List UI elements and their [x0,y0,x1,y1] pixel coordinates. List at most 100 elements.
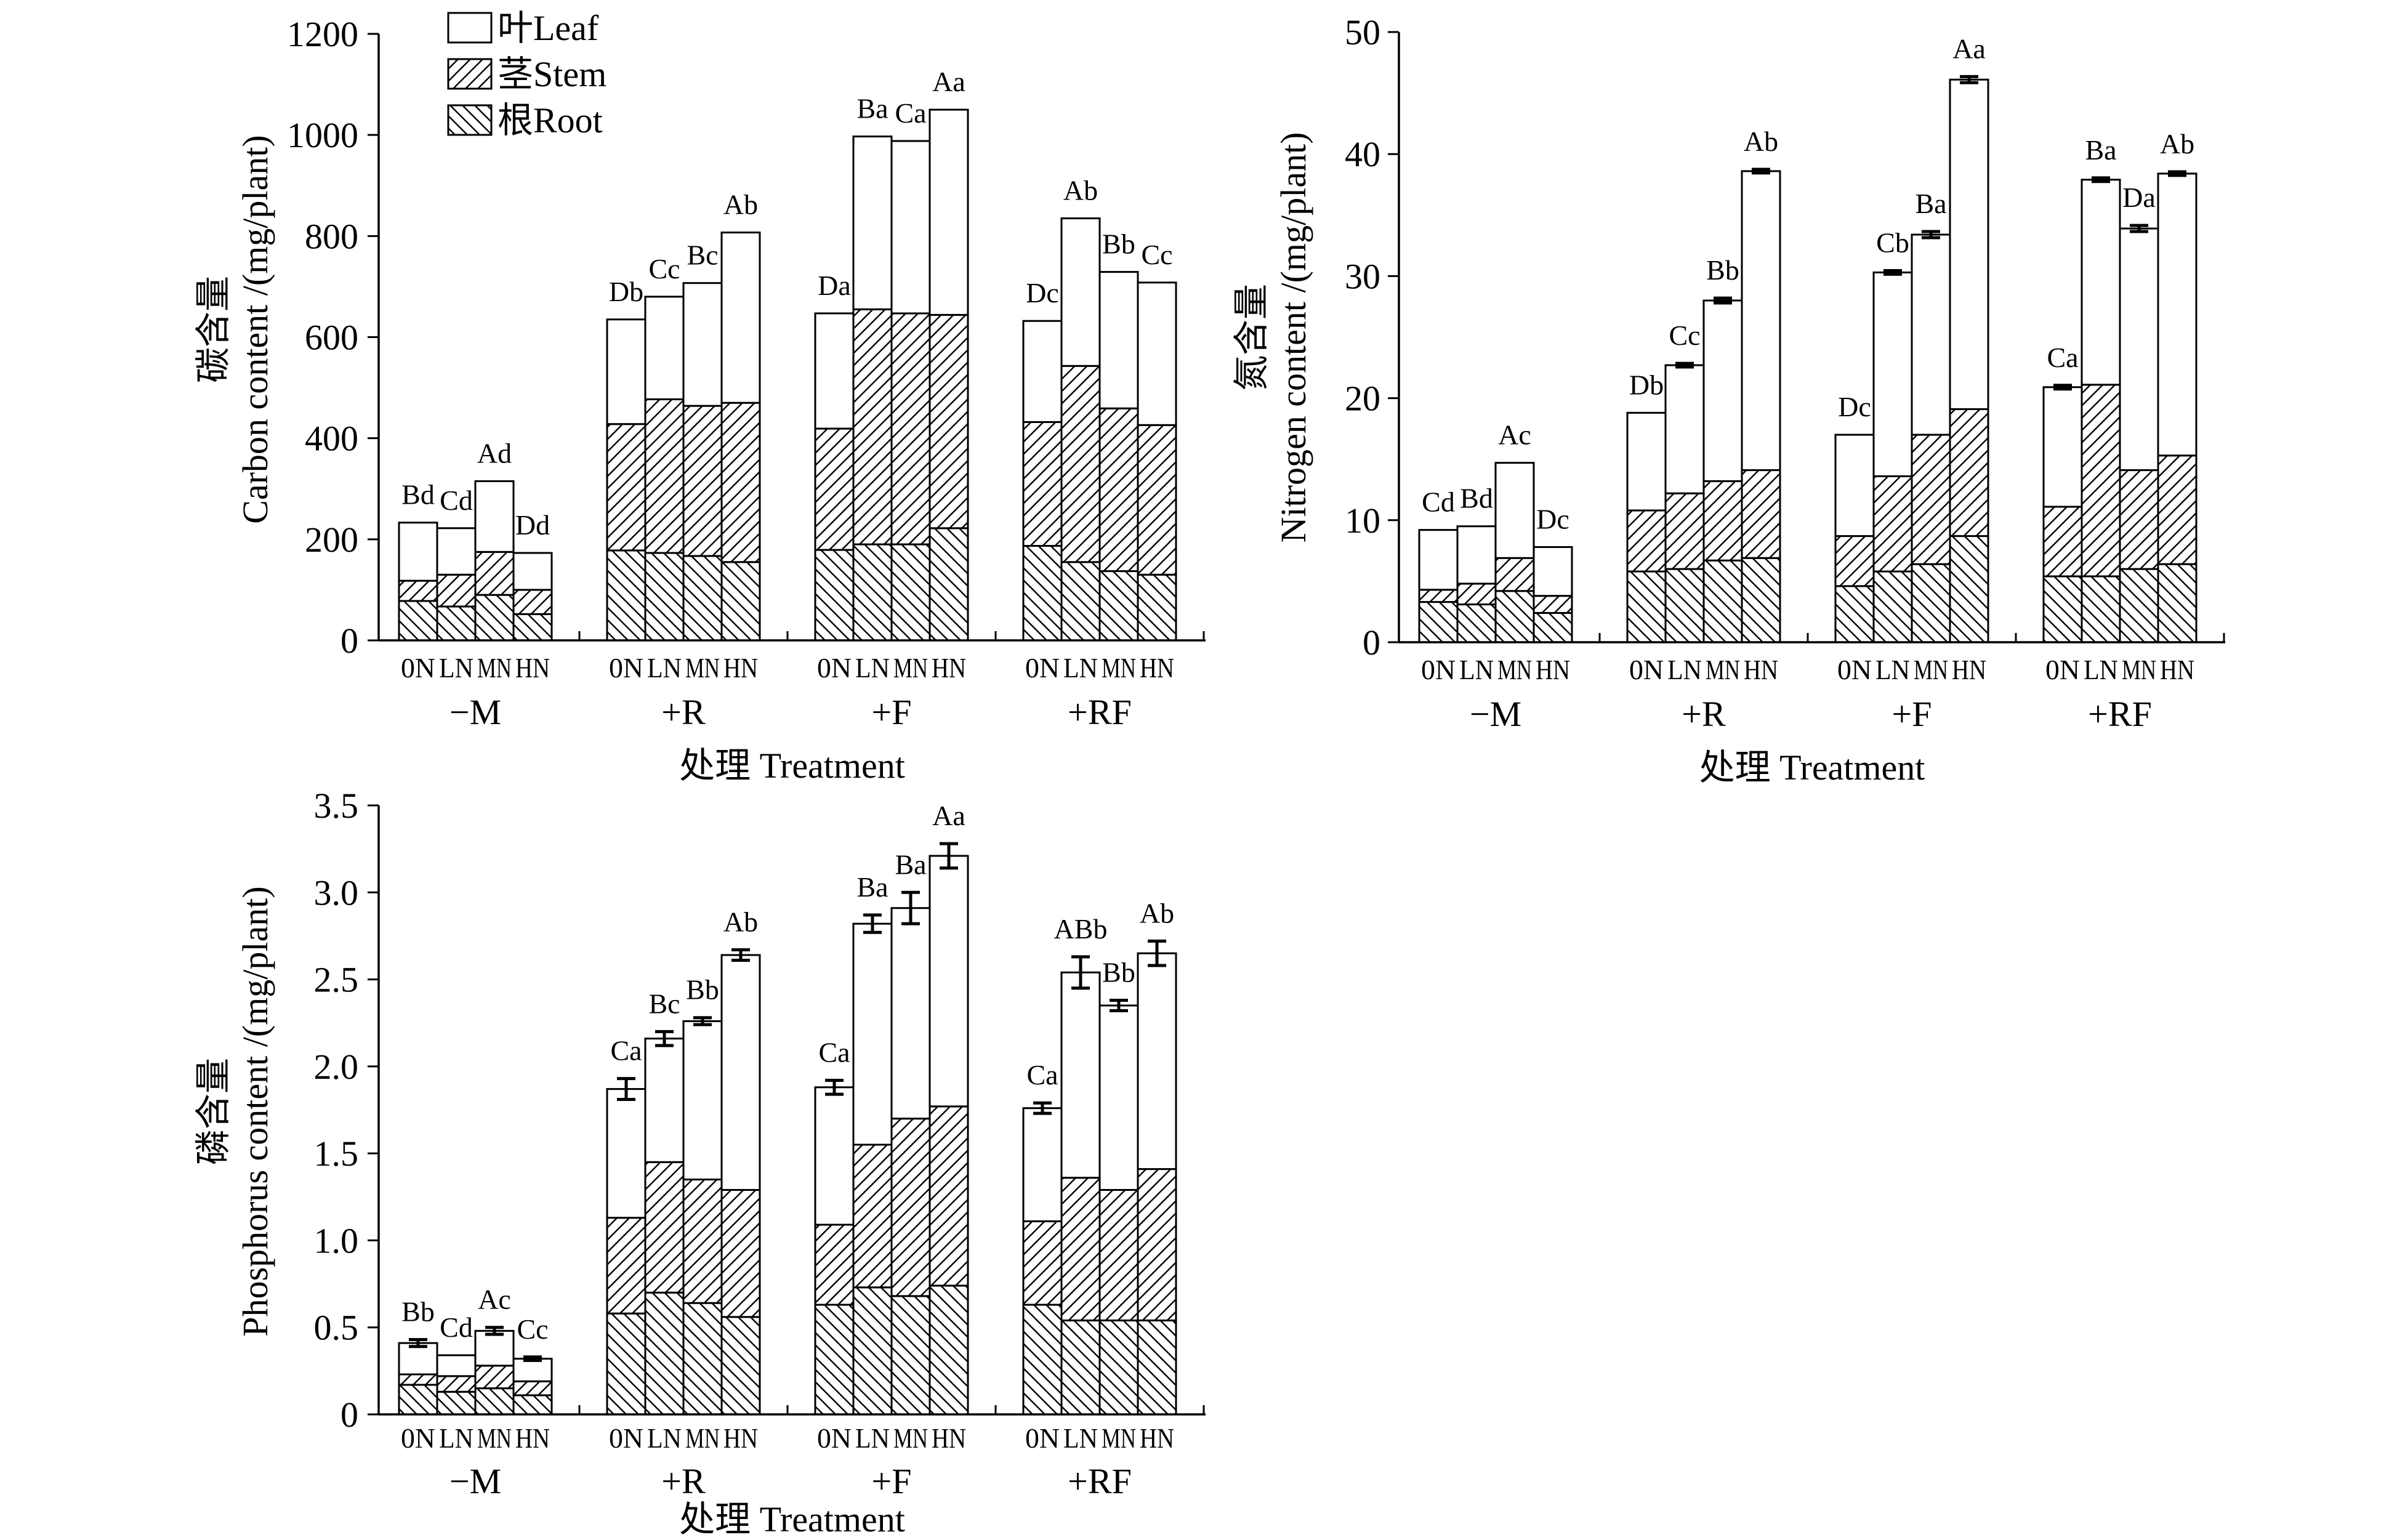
bar-stem [929,313,969,530]
bar-root [1533,611,1573,643]
bar-root [1911,563,1951,643]
bar-root [720,561,761,642]
bar-leaf [1418,529,1459,591]
y-tick-label: 1.5 [314,1134,359,1174]
bar-leaf [1949,78,1989,410]
error-bar [693,1016,712,1026]
error-bar [731,948,750,962]
bar-leaf [929,855,969,1108]
bar-root [682,1302,723,1416]
y-tick-label: 800 [305,216,358,256]
error-bar [1922,230,1940,240]
bar-root [1494,590,1535,643]
bar-root [1702,559,1743,643]
bar-stem [852,1143,893,1289]
phosphorus-chart: Bb 0N Cd LN Ac MN Cc HN −M Ca 0N Bc LN Bb MN Ab HN +R Ca 0N… [193,786,1206,1539]
error-bar [2092,176,2110,183]
bar-leaf [890,907,931,1120]
bar-leaf [814,312,855,430]
y-tick-label: 600 [305,318,358,358]
significance-label: Db [609,276,643,307]
error-bar [1033,1101,1052,1115]
bar-stem [2157,454,2198,565]
group-label: −M [449,1461,501,1501]
bar-stem [1664,492,1705,570]
bar-root [929,1284,969,1416]
y-tick-label: 1.0 [314,1220,359,1260]
bar-root [1098,1319,1139,1416]
y-axis-title: Phosphorus content /(mg/plant) [235,886,275,1336]
x-tick-label: MN [477,1422,512,1454]
legend-label: 叶Leaf [498,8,599,48]
error-bar [1675,361,1694,369]
x-tick-label: HN [515,1422,550,1454]
x-axis-title: 处理 Treatment [679,746,905,786]
significance-label: Ad [477,437,512,469]
bar-leaf [1702,299,1743,482]
bar-leaf [606,1088,647,1219]
x-tick-label: 0N [609,652,643,683]
carbon-chart: Bd 0N Cd LN Ad MN Dd HN −M Db 0N Cc LN Bc MN Ab HN +R Da 0N… [193,8,1206,786]
bar-stem [1060,1177,1101,1321]
y-tick-label: 0 [340,621,358,661]
significance-label: ABb [1054,913,1108,945]
bar-root [1060,561,1101,642]
bar-stem [1060,365,1101,563]
bar-leaf [398,522,438,582]
bar-root [890,1295,931,1416]
bar-root [1418,601,1459,643]
group-label: +RF [1068,692,1132,732]
bar-leaf [1022,320,1063,423]
bar-leaf [1098,271,1139,409]
bar-root [852,543,893,642]
y-tick-label: 0 [1363,623,1380,663]
bar-stem [644,398,685,554]
bar-stem [2119,469,2159,570]
error-bar [617,1077,635,1102]
bar-stem [644,1161,685,1294]
nitrogen-chart: Cd0NBdLNAcMNDcHN−MDb0NCcLNBbMNAbHN+RDc0N… [1231,12,2225,788]
bar-root [1626,570,1667,643]
significance-label: Ab [723,906,758,938]
significance-label: Bb [1102,956,1135,988]
bar-stem [1702,480,1743,562]
error-bar [2053,384,2072,391]
significance-label: Aa [932,800,965,831]
bar-stem [682,405,723,557]
x-tick-label: MN [1102,1422,1136,1454]
bar-leaf [720,232,761,404]
bar-root [1022,1304,1063,1416]
x-tick-label: HN [1140,652,1174,683]
y-tick-label: 400 [305,419,358,459]
x-tick-label: LN [439,1422,473,1454]
error-bar [863,913,882,934]
bar-leaf [2081,179,2121,386]
bar-root [720,1316,761,1416]
x-tick-label: HN [723,1422,758,1454]
significance-label: Ba [856,871,888,903]
bar-stem [1872,475,1913,573]
bar-leaf [1494,462,1535,559]
significance-label: Ca [895,97,926,129]
error-bar [1148,939,1166,967]
significance-label: Ac [478,1284,511,1315]
significance-label: Ca [610,1035,642,1066]
bar-root [436,1390,477,1416]
significance-label: Bd [1460,483,1493,514]
bar-root [1664,568,1705,643]
significance-label: Bb [686,974,719,1006]
bar-stem [2042,506,2083,578]
x-tick-label: MN [2122,654,2156,685]
bar-leaf [512,552,553,591]
bar-leaf [1834,433,1875,538]
y-axis-title-cn: 碳含量 [193,276,233,383]
x-tick-label: HN [1952,654,1986,685]
x-tick-label: 0N [1629,654,1664,685]
significance-label: Bb [401,1296,435,1327]
bar-stem [436,1375,477,1393]
significance-label: Bb [1706,254,1739,286]
bar-stem [474,550,515,596]
bar-stem [1137,1168,1177,1321]
bar-stem [1741,469,1781,559]
x-tick-label: LN [1667,654,1702,685]
